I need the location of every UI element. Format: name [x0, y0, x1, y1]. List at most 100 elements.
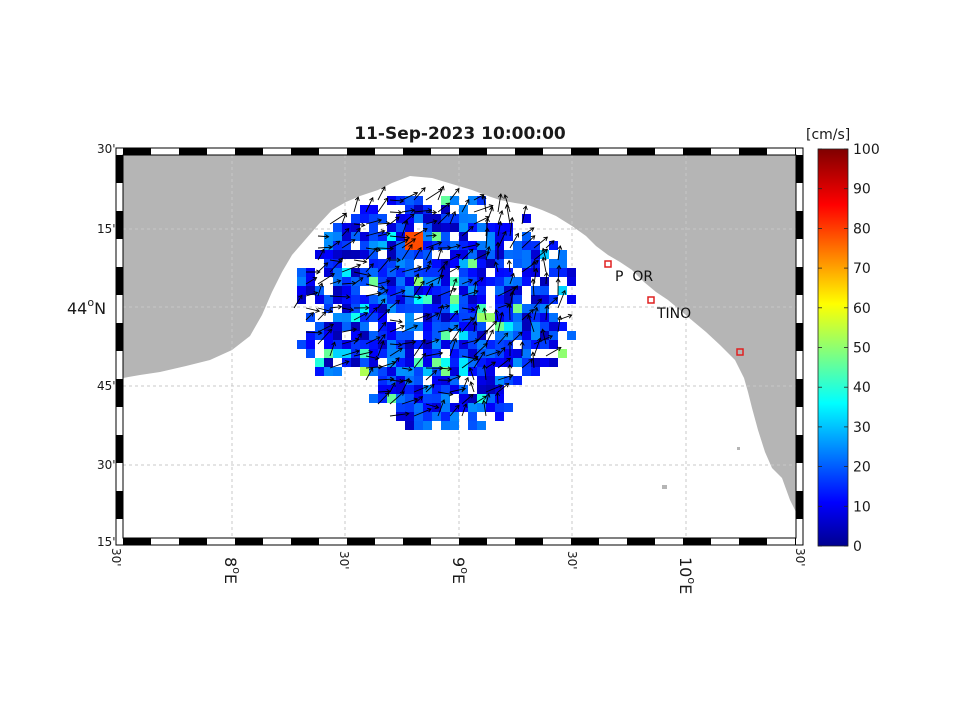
speed-cell [351, 223, 360, 232]
current-arrow-head [507, 363, 513, 369]
speed-cell [441, 223, 450, 232]
speed-cell [468, 331, 477, 340]
current-arrow [413, 280, 425, 297]
current-arrow-head [486, 245, 491, 251]
current-arrow [317, 307, 333, 313]
lon-tick-label: 30' [793, 548, 807, 567]
speed-cell [378, 232, 387, 241]
current-arrow [508, 260, 511, 273]
current-arrow [377, 257, 391, 273]
current-arrow-head [432, 233, 437, 239]
current-arrow [461, 307, 475, 311]
speed-cell [342, 313, 351, 322]
current-arrow-head [500, 346, 506, 352]
current-arrow-head [315, 308, 321, 313]
current-arrow-head [537, 298, 542, 304]
current-arrow [341, 239, 356, 249]
current-arrow [389, 379, 403, 383]
speed-cell [369, 358, 378, 367]
current-arrow-head [470, 307, 476, 312]
current-arrow-head [530, 235, 536, 240]
current-arrow [542, 248, 547, 261]
speed-cell [315, 250, 324, 259]
current-arrow [521, 359, 533, 369]
current-arrow-head [502, 230, 507, 236]
speed-cell [432, 277, 441, 286]
speed-cell [423, 394, 432, 403]
speed-cell [396, 358, 405, 367]
speed-cell [360, 340, 369, 349]
current-arrow-head [423, 385, 429, 390]
current-arrow [461, 317, 474, 333]
speed-cell [387, 277, 396, 286]
speed-cell [504, 277, 513, 286]
speed-cell [342, 349, 351, 358]
speed-cell [378, 349, 387, 358]
speed-cell [297, 277, 306, 286]
current-arrow-head [395, 216, 400, 221]
current-arrow-head [380, 298, 386, 304]
speed-cell [405, 376, 414, 385]
current-arrow-head [328, 308, 334, 314]
speed-cell [423, 241, 432, 250]
speed-cell [423, 223, 432, 232]
speed-cell [513, 313, 522, 322]
current-arrow [365, 197, 374, 213]
current-arrow [473, 305, 479, 321]
current-arrow-head [528, 358, 534, 364]
speed-cell [495, 376, 504, 385]
current-arrow-head [495, 391, 501, 397]
speed-cell [477, 223, 486, 232]
land-mass [123, 155, 796, 512]
speed-cell [531, 340, 540, 349]
current-arrow [473, 321, 476, 333]
current-arrow-head [498, 384, 503, 389]
speed-cell [387, 349, 396, 358]
speed-cell [297, 295, 306, 304]
station-marker-pr [604, 260, 612, 268]
current-arrow-head [336, 279, 342, 284]
speed-cell [531, 313, 540, 322]
current-arrow-head [557, 315, 563, 320]
speed-cell [387, 367, 396, 376]
current-arrow-head [445, 304, 451, 309]
current-arrow [413, 396, 423, 405]
current-arrow [557, 245, 561, 261]
current-arrow [449, 211, 456, 225]
speed-cell [450, 385, 459, 394]
speed-cell [441, 214, 450, 223]
speed-cell [468, 277, 477, 286]
current-arrow-head [329, 323, 335, 328]
current-arrow-head [366, 272, 372, 278]
speed-cell [423, 232, 432, 241]
speed-cell [468, 421, 477, 430]
current-arrow [389, 235, 410, 239]
current-arrow-head [474, 289, 479, 295]
current-arrow-head [482, 307, 488, 313]
current-arrow-head [443, 260, 448, 266]
current-arrow [389, 199, 404, 202]
current-arrow-head [360, 222, 366, 228]
speed-cell [423, 277, 432, 286]
speed-cell [558, 268, 567, 277]
current-arrow-head [555, 277, 561, 283]
speed-cell [396, 367, 405, 376]
current-arrow [509, 233, 519, 249]
speed-cell [414, 304, 423, 313]
speed-cell [342, 340, 351, 349]
speed-cell [369, 367, 378, 376]
current-arrow [353, 227, 361, 237]
speed-cell [378, 394, 387, 403]
speed-cell [441, 394, 450, 403]
speed-cell [450, 277, 459, 286]
speed-cell [477, 304, 486, 313]
speed-cell [396, 403, 405, 412]
speed-cell [450, 196, 459, 205]
current-arrow [341, 228, 350, 237]
speed-cell [378, 259, 387, 268]
current-arrow-head [455, 265, 461, 271]
current-arrow [497, 312, 503, 333]
current-arrow [495, 309, 499, 321]
current-arrow [425, 339, 439, 345]
speed-cell [315, 295, 324, 304]
